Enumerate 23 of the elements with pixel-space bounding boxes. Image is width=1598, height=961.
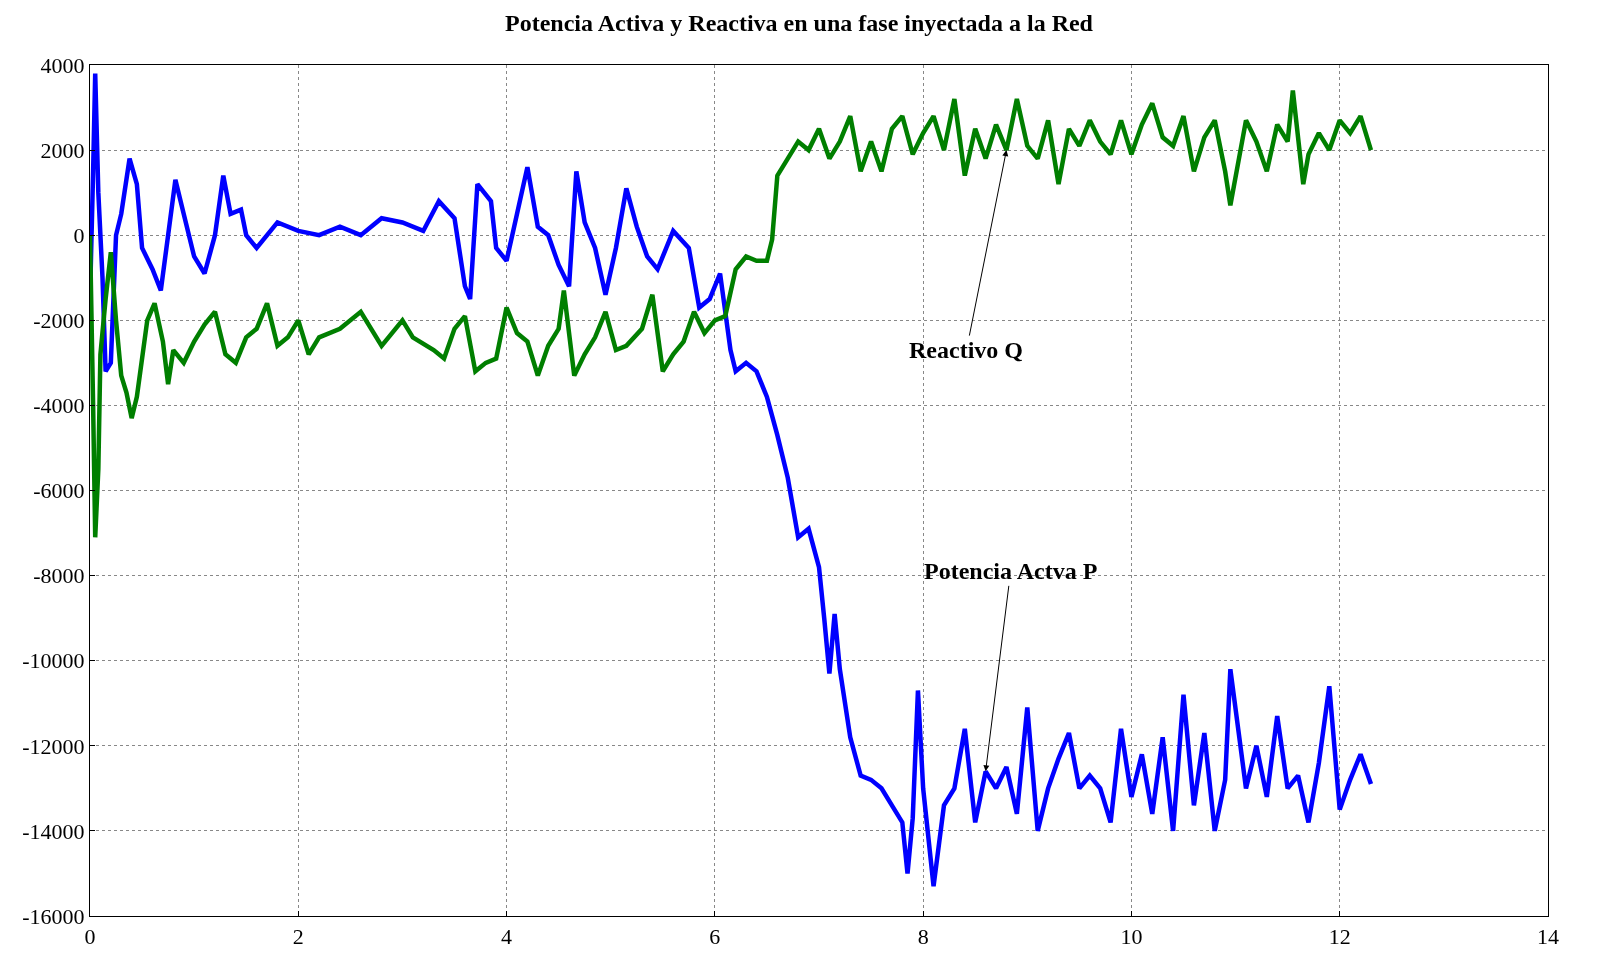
x-tick-label: 4 [501, 923, 513, 949]
y-tick-label: -2000 [33, 308, 85, 333]
x-tick-label: 12 [1328, 923, 1351, 949]
y-tick-label: 4000 [40, 52, 85, 78]
y-tick-label: 2000 [40, 137, 85, 163]
x-tick-label: 14 [1537, 923, 1559, 949]
x-tick-label: 6 [709, 923, 721, 949]
y-tick-label: 0 [73, 222, 85, 248]
y-tick-label: -12000 [22, 733, 85, 759]
line-series [90, 71, 1374, 889]
y-tick-label: -6000 [33, 478, 85, 504]
y-tick-label: -16000 [22, 903, 85, 929]
annotation: Reactivo Q [909, 337, 1023, 363]
y-tick-label: -14000 [22, 818, 85, 844]
y-tick-label: -8000 [33, 563, 85, 589]
line-series [90, 88, 1374, 540]
y-tick-label: -10000 [22, 648, 85, 674]
y-tick-label: -4000 [33, 393, 85, 419]
chart-title: Potencia Activa y Reactiva en una fase inyectada a la Red [505, 10, 1094, 37]
x-tick-label: 8 [917, 923, 929, 949]
x-tick-label: 10 [1120, 923, 1143, 949]
annotation: Potencia Actva P [924, 558, 1098, 584]
x-tick-label: 2 [292, 923, 304, 949]
